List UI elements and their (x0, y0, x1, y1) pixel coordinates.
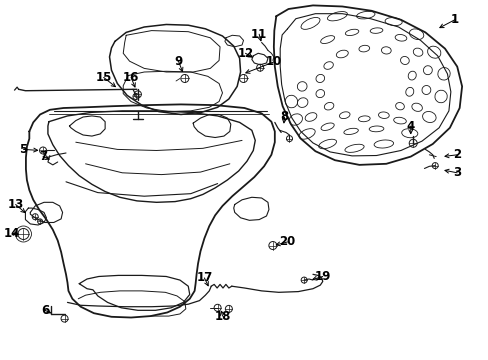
Text: 15: 15 (95, 71, 112, 84)
Text: 1: 1 (450, 13, 458, 26)
Text: 4: 4 (406, 120, 414, 132)
Text: 19: 19 (314, 270, 330, 283)
Text: 20: 20 (279, 235, 295, 248)
Text: 17: 17 (196, 271, 212, 284)
Text: 8: 8 (280, 111, 288, 123)
Text: 6: 6 (41, 304, 49, 317)
Text: 7: 7 (39, 150, 47, 163)
Text: 5: 5 (20, 143, 27, 156)
Text: 10: 10 (265, 55, 282, 68)
Text: 16: 16 (122, 71, 139, 84)
Text: 18: 18 (214, 310, 230, 323)
Text: 11: 11 (250, 28, 267, 41)
Text: 3: 3 (452, 166, 460, 179)
Text: 12: 12 (237, 47, 253, 60)
Text: 13: 13 (7, 198, 24, 211)
Text: 14: 14 (4, 227, 20, 240)
Text: 2: 2 (452, 148, 460, 161)
Text: 9: 9 (174, 55, 182, 68)
